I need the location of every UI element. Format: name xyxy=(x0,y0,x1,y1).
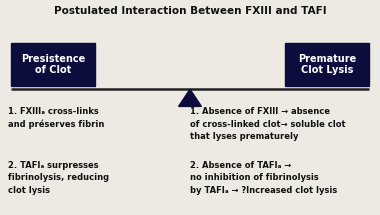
FancyBboxPatch shape xyxy=(11,43,95,86)
Text: 2. Absence of TAFIₐ →
no inhibition of fibrinolysis
by TAFIₐ → ?Increased clot l: 2. Absence of TAFIₐ → no inhibition of f… xyxy=(190,161,337,195)
Text: Postulated Interaction Between FXIII and TAFI: Postulated Interaction Between FXIII and… xyxy=(54,6,326,17)
Polygon shape xyxy=(179,89,201,106)
FancyBboxPatch shape xyxy=(285,43,369,86)
Text: 1. Absence of FXIII → absence
of cross-linked clot→ soluble clot
that lyses prem: 1. Absence of FXIII → absence of cross-l… xyxy=(190,108,346,141)
Text: 1. FXIIIₐ cross-links
and préserves fibrin: 1. FXIIIₐ cross-links and préserves fibr… xyxy=(8,108,104,129)
Text: Premature
Clot Lysis: Premature Clot Lysis xyxy=(298,54,356,75)
Text: Presistence
of Clot: Presistence of Clot xyxy=(21,54,86,75)
Text: 2. TAFIₐ surpresses
fibrinolysis, reducing
clot lysis: 2. TAFIₐ surpresses fibrinolysis, reduci… xyxy=(8,161,109,195)
